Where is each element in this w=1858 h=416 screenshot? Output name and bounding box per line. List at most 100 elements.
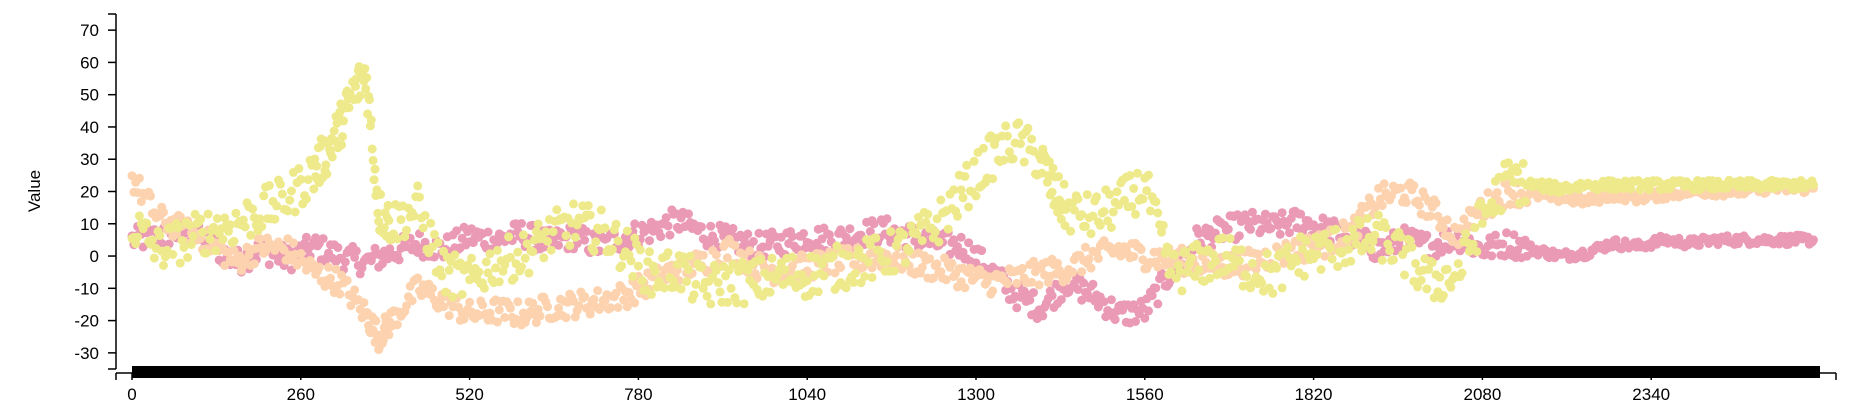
data-point [713, 278, 723, 287]
data-point [953, 242, 962, 251]
data-point [802, 276, 812, 286]
data-point [1210, 256, 1220, 266]
data-point [500, 313, 510, 322]
data-point [1027, 277, 1037, 287]
data-point [863, 257, 873, 267]
data-point [901, 258, 910, 268]
data-point [272, 201, 282, 211]
data-point [485, 249, 495, 259]
data-point [374, 217, 384, 226]
data-point [943, 224, 953, 234]
data-point [259, 191, 269, 201]
data-point [1257, 224, 1267, 234]
data-point [1312, 249, 1322, 259]
data-point [960, 283, 970, 293]
data-point [956, 185, 966, 195]
data-point [739, 299, 749, 309]
data-point [554, 303, 564, 313]
data-point [463, 260, 473, 270]
data-point [288, 238, 298, 248]
data-point [969, 156, 979, 166]
data-point [524, 268, 534, 278]
data-point [1275, 229, 1285, 239]
data-point [413, 273, 423, 283]
data-point [1129, 252, 1139, 261]
data-point [582, 227, 591, 236]
data-point [819, 271, 829, 281]
data-point [676, 284, 686, 294]
data-point [361, 84, 371, 94]
y-tick-label: 20 [80, 183, 99, 202]
data-point [188, 231, 198, 241]
data-point [889, 266, 899, 276]
data-point [613, 303, 623, 312]
data-point [1003, 131, 1012, 141]
data-point [1158, 220, 1168, 230]
data-point [1502, 179, 1511, 189]
data-point [543, 302, 552, 312]
data-point [444, 265, 454, 275]
data-point [748, 237, 758, 246]
data-point [285, 195, 295, 205]
data-point [622, 226, 632, 236]
data-point [1025, 295, 1035, 305]
data-point [134, 173, 144, 183]
data-point [726, 283, 736, 293]
data-point [481, 257, 491, 267]
data-point [569, 199, 578, 209]
data-point [179, 243, 189, 252]
data-point [513, 247, 523, 257]
data-point [869, 219, 879, 229]
data-point [756, 255, 766, 265]
data-point [452, 226, 462, 236]
data-point [1438, 290, 1448, 300]
range-brush-bar[interactable] [132, 366, 1820, 378]
data-point [850, 268, 860, 278]
data-point [355, 91, 365, 101]
y-tick-label: 50 [80, 86, 99, 105]
data-point [1105, 190, 1115, 199]
data-point [1131, 317, 1140, 326]
data-point [1048, 163, 1058, 173]
data-point [220, 261, 230, 270]
data-point [238, 215, 248, 225]
data-point [1151, 283, 1161, 293]
data-point [1301, 236, 1311, 246]
data-point [1342, 234, 1352, 244]
x-tick-label: 2080 [1463, 385, 1501, 404]
data-point [1346, 256, 1356, 266]
data-point [384, 216, 394, 225]
data-point [1080, 221, 1090, 231]
data-point [1034, 280, 1044, 290]
data-point [1320, 251, 1330, 261]
data-point [1077, 210, 1087, 220]
data-point [270, 214, 280, 224]
data-point [505, 303, 515, 313]
data-point [175, 258, 185, 268]
data-point [331, 264, 341, 274]
data-point [494, 305, 504, 315]
data-point [517, 262, 526, 272]
series-3 [127, 62, 1818, 309]
data-point [264, 260, 274, 270]
data-point [1125, 171, 1135, 180]
data-point [329, 126, 339, 136]
data-point [875, 246, 884, 256]
data-point [663, 248, 673, 258]
data-point [1029, 288, 1038, 298]
data-point [1407, 242, 1417, 252]
data-point [366, 115, 376, 125]
data-point [583, 201, 593, 211]
data-point [369, 175, 379, 185]
data-point [418, 223, 428, 233]
data-point [1079, 278, 1089, 288]
y-tick-label: 10 [80, 215, 99, 234]
data-point [351, 81, 360, 91]
y-tick-label: 60 [80, 53, 99, 72]
data-point [1344, 244, 1354, 254]
data-point [1272, 263, 1281, 273]
data-point [1311, 232, 1320, 242]
data-point [960, 171, 970, 181]
data-point [350, 285, 360, 295]
data-point [1066, 226, 1076, 236]
